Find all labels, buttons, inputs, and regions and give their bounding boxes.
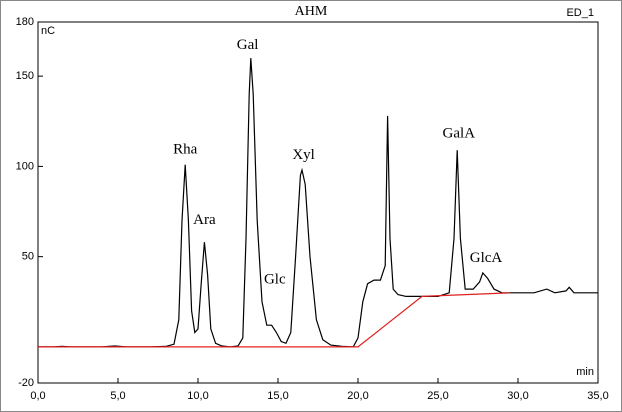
trace [38,58,598,348]
subtitle: ED_1 [566,7,594,19]
x-tick-label: 10,0 [187,390,208,402]
x-tick-label: 25,0 [427,390,448,402]
peak-label: Rha [173,142,198,158]
peak-label: GalA [443,125,476,141]
x-tick-label: 20,0 [347,390,368,402]
trace [38,292,511,348]
x-axis-label: min [576,366,594,378]
y-tick-label: -20 [18,377,34,389]
peak-label: Glc [264,272,286,288]
x-tick-label: 35,0 [587,390,608,402]
peak-label: Xyl [292,147,315,163]
chart-title: AHM [295,4,328,19]
y-tick-label: 150 [16,70,34,82]
peak-label: Ara [193,212,216,228]
x-tick-label: 5,0 [110,390,125,402]
peak-label: GlcA [470,250,503,266]
y-tick-label: 100 [16,160,34,172]
y-tick-label: 50 [22,251,34,263]
peak-label: Gal [237,37,259,53]
plot-box [37,21,599,384]
y-tick-label: 180 [16,16,34,28]
x-tick-label: 15,0 [267,390,288,402]
x-tick-label: 0,0 [30,390,45,402]
x-tick-label: 30,0 [507,390,528,402]
y-axis-label: nC [41,25,55,37]
